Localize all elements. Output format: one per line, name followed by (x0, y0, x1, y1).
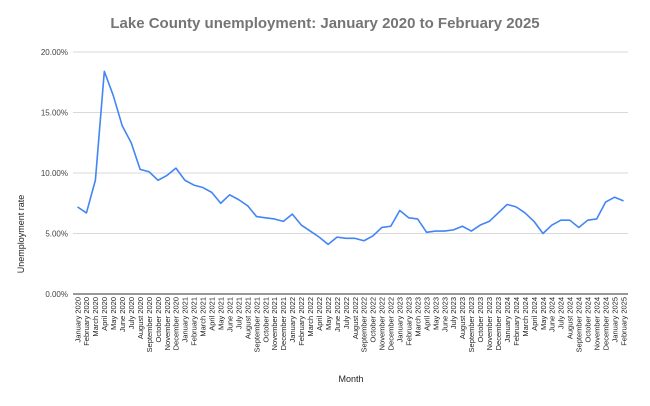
x-tick-label: November 2020 (163, 297, 172, 350)
x-tick-label: June 2024 (548, 297, 557, 332)
x-tick-label: March 2023 (413, 297, 422, 337)
x-tick-label: May 2021 (217, 297, 226, 330)
x-tick-label: April 2021 (208, 297, 217, 331)
x-tick-label: April 2020 (100, 297, 109, 331)
y-axis-tick-labels: 0.00% 5.00% 10.00% 15.00% 20.00% (41, 48, 68, 299)
x-tick-label: August 2020 (136, 297, 145, 339)
x-tick-label: September 2021 (252, 297, 261, 352)
x-tick-label: July 2022 (342, 297, 351, 329)
x-tick-label: October 2021 (261, 297, 270, 342)
y-axis-label: Unemployment rate (16, 195, 26, 274)
x-tick-label: January 2023 (396, 297, 405, 342)
x-tick-label: December 2024 (601, 297, 610, 350)
x-tick-label: August 2024 (566, 297, 575, 339)
x-tick-label: July 2023 (449, 297, 458, 329)
x-tick-label: February 2020 (82, 297, 91, 346)
x-tick-label: June 2023 (440, 297, 449, 332)
x-tick-label: September 2022 (360, 297, 369, 352)
x-tick-label: December 2022 (387, 297, 396, 350)
x-tick-label: June 2022 (333, 297, 342, 332)
x-tick-label: December 2023 (494, 297, 503, 350)
x-tick-label: January 2021 (181, 297, 190, 342)
x-tick-label: July 2020 (127, 297, 136, 329)
x-tick-label: January 2020 (73, 297, 82, 342)
x-tick-label: February 2024 (512, 297, 521, 346)
x-tick-label: February 2022 (297, 297, 306, 346)
x-tick-label: December 2021 (279, 297, 288, 350)
x-tick-label: March 2021 (199, 297, 208, 337)
y-tick-label: 10.00% (41, 169, 68, 178)
y-tick-label: 15.00% (41, 109, 68, 118)
x-tick-label: January 2025 (610, 297, 619, 342)
x-tick-label: November 2022 (378, 297, 387, 350)
chart-title: Lake County unemployment: January 2020 t… (110, 15, 539, 32)
x-tick-label: September 2023 (467, 297, 476, 352)
x-tick-label: November 2023 (485, 297, 494, 350)
x-tick-label: May 2020 (109, 297, 118, 330)
x-tick-label: April 2023 (422, 297, 431, 331)
x-tick-label: June 2021 (225, 297, 234, 332)
x-tick-label: February 2023 (404, 297, 413, 346)
x-tick-label: February 2025 (619, 297, 628, 346)
x-tick-label: December 2020 (172, 297, 181, 350)
x-tick-label: August 2023 (458, 297, 467, 339)
x-tick-label: April 2024 (530, 297, 539, 331)
series-line (77, 70, 624, 246)
x-tick-label: February 2021 (190, 297, 199, 346)
x-tick-label: March 2020 (91, 297, 100, 337)
y-tick-label: 20.00% (41, 48, 68, 57)
x-tick-label: October 2022 (369, 297, 378, 342)
x-tick-label: May 2024 (539, 297, 548, 330)
x-tick-label: July 2021 (234, 297, 243, 329)
x-tick-label: March 2022 (306, 297, 315, 337)
x-tick-label: April 2022 (315, 297, 324, 331)
x-tick-label: September 2024 (575, 297, 584, 352)
x-tick-label: August 2022 (351, 297, 360, 339)
gridlines (73, 51, 628, 295)
x-tick-label: October 2020 (154, 297, 163, 342)
x-tick-label: November 2024 (592, 297, 601, 350)
x-tick-label: June 2020 (118, 297, 127, 332)
x-tick-label: October 2023 (476, 297, 485, 342)
y-tick-label: 0.00% (45, 290, 68, 299)
x-tick-label: May 2022 (324, 297, 333, 330)
x-tick-label: November 2021 (270, 297, 279, 350)
x-axis-tick-labels: January 2020 February 2020 March 2020 April… (73, 297, 628, 352)
y-tick-label: 5.00% (45, 230, 68, 239)
x-tick-label: August 2021 (243, 297, 252, 339)
x-tick-label: January 2022 (288, 297, 297, 342)
x-axis-label: Month (338, 374, 363, 384)
x-tick-label: July 2024 (557, 297, 566, 329)
x-tick-label: October 2024 (584, 297, 593, 342)
x-tick-label: January 2024 (503, 297, 512, 342)
x-tick-label: September 2020 (145, 297, 154, 352)
x-tick-label: March 2024 (521, 297, 530, 337)
x-tick-label: May 2023 (431, 297, 440, 330)
